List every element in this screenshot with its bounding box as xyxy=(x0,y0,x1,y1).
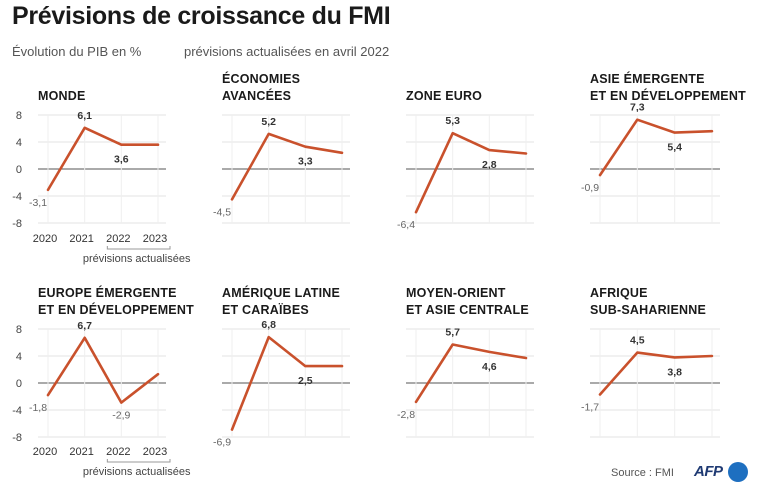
panel-title-line: MOYEN-ORIENT xyxy=(406,286,506,300)
data-label: -2,9 xyxy=(112,410,130,422)
data-label: 7,3 xyxy=(630,102,645,114)
data-label: 5,4 xyxy=(667,142,682,154)
data-label: 3,8 xyxy=(667,366,682,378)
chart-panel-7: MOYEN-ORIENT ET ASIE CENTRALE -2,8 5,7 4,6 xyxy=(397,286,534,438)
data-label: 2,5 xyxy=(298,375,313,387)
chart-panel-2: ÉCONOMIES AVANCÉES -4,5 5,2 3,3 xyxy=(213,71,350,224)
data-label: 3,3 xyxy=(298,156,313,168)
y-tick-label: -8 xyxy=(12,432,22,444)
panel-title-line: EUROPE ÉMERGENTE xyxy=(38,285,177,300)
y-tick-label: 0 xyxy=(16,164,22,176)
y-tick-label: 0 xyxy=(16,378,22,390)
y-tick-label: 8 xyxy=(16,110,22,122)
panel-title-line: ÉCONOMIES xyxy=(222,71,300,86)
panel-title-line: AFRIQUE xyxy=(590,286,648,300)
chart-panel-8: AFRIQUE SUB-SAHARIENNE -1,7 4,5 3,8 xyxy=(581,286,720,438)
x-tick-label: 2020 xyxy=(33,233,57,245)
panel-title-line: AMÉRIQUE LATINE xyxy=(222,285,340,300)
panel-title-line: ET EN DÉVELOPPEMENT xyxy=(38,302,194,317)
panel-title-line: ET EN DÉVELOPPEMENT xyxy=(590,88,746,103)
data-label: -4,5 xyxy=(213,206,231,218)
chart-panel-3: ZONE EURO -6,4 5,3 2,8 xyxy=(397,89,534,231)
series-line xyxy=(230,132,344,201)
data-label: -2,8 xyxy=(397,409,415,421)
y-tick-label: -4 xyxy=(12,191,22,203)
panel-title-line: MONDE xyxy=(38,89,86,103)
panel-title-line: ZONE EURO xyxy=(406,89,482,103)
chart-panel-4: ASIE ÉMERGENTE ET EN DÉVELOPPEMENT -0,9 7,3… xyxy=(581,71,746,224)
subtitle-units: Évolution du PIB en % xyxy=(12,44,142,59)
subtitle-update: prévisions actualisées en avril 2022 xyxy=(184,44,390,59)
y-tick-label: -4 xyxy=(12,405,22,417)
x-tick-label: 2022 xyxy=(106,233,130,245)
forecast-bracket xyxy=(106,459,171,463)
data-label: 6,1 xyxy=(77,110,92,122)
y-tick-label: 4 xyxy=(16,137,22,149)
forecast-bracket xyxy=(106,246,171,250)
series-line xyxy=(414,343,528,404)
x-tick-label: 2021 xyxy=(69,446,93,458)
source-note: Source : FMI xyxy=(611,467,674,479)
data-label: 5,3 xyxy=(445,115,460,127)
panel-title-line: ET ASIE CENTRALE xyxy=(406,303,529,317)
series-line xyxy=(46,336,160,404)
data-label: 6,7 xyxy=(77,320,92,332)
chart-panel-5: EUROPE ÉMERGENTE ET EN DÉVELOPPEMENT 8 4 0 -4… xyxy=(12,285,194,478)
chart-panel-1: MONDE 8 4 0 -4 -8 -3,1 6,1 3,6 2020 2021 2022 2023 pr… xyxy=(12,89,191,265)
panel-title-line: AVANCÉES xyxy=(222,88,291,103)
panel-title-line: ET CARAÏBES xyxy=(222,302,309,317)
panel-title-line: SUB-SAHARIENNE xyxy=(590,303,706,317)
afp-logo-text: AFP xyxy=(694,463,723,480)
data-label: -6,9 xyxy=(213,437,231,449)
data-label: -1,8 xyxy=(29,402,47,414)
x-tick-label: 2021 xyxy=(69,233,93,245)
y-tick-label: -8 xyxy=(12,218,22,230)
y-tick-label: 4 xyxy=(16,351,22,363)
forecast-bracket-label: prévisions actualisées xyxy=(83,253,191,265)
data-label: 2,8 xyxy=(482,159,497,171)
series-line xyxy=(230,335,344,431)
x-tick-label: 2022 xyxy=(106,446,130,458)
chart-panel-6: AMÉRIQUE LATINE ET CARAÏBES -6,9 6,8 2,5 xyxy=(213,285,350,449)
afp-logo-circle-icon xyxy=(728,462,748,482)
x-tick-label: 2023 xyxy=(143,446,167,458)
data-label: 6,8 xyxy=(261,319,276,331)
chart-title: Prévisions de croissance du FMI xyxy=(12,2,391,30)
forecast-bracket-label: prévisions actualisées xyxy=(83,466,191,478)
series-line xyxy=(598,351,714,396)
series-line xyxy=(414,131,528,214)
data-label: -0,9 xyxy=(581,182,599,194)
y-tick-label: 8 xyxy=(16,324,22,336)
data-label: -3,1 xyxy=(29,197,47,209)
x-tick-label: 2023 xyxy=(143,233,167,245)
afp-logo: AFP xyxy=(694,462,750,484)
data-label: 4,6 xyxy=(482,361,497,373)
panel-title-line: ASIE ÉMERGENTE xyxy=(590,71,705,86)
series-line xyxy=(46,126,160,192)
data-label: 5,7 xyxy=(445,327,460,339)
x-tick-label: 2020 xyxy=(33,446,57,458)
data-label: 5,2 xyxy=(261,116,276,128)
series-line xyxy=(598,118,714,177)
data-label: -1,7 xyxy=(581,401,599,413)
data-label: -6,4 xyxy=(397,219,415,231)
data-label: 4,5 xyxy=(630,335,645,347)
data-label: 3,6 xyxy=(114,154,129,166)
